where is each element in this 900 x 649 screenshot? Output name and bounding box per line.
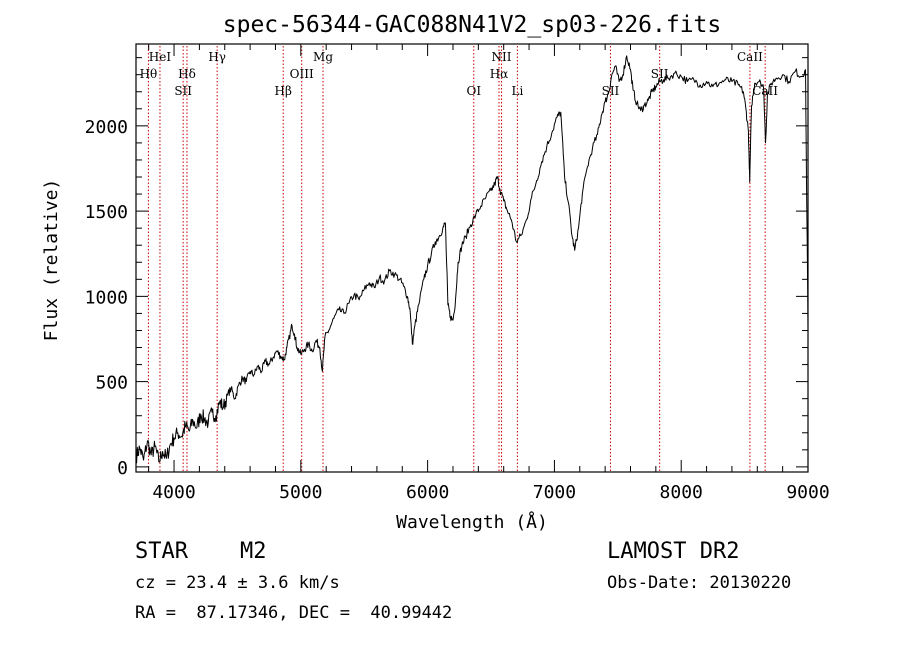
line-marker-label: Hα — [490, 67, 509, 81]
line-marker-label: HeI — [149, 50, 172, 64]
coordinates: RA = 87.17346, DEC = 40.99442 — [135, 603, 453, 623]
line-marker-label: Hθ — [140, 67, 158, 81]
line-marker-label: OI — [466, 84, 481, 98]
spectrum-series — [135, 55, 809, 464]
x-tick-label: 5000 — [279, 482, 322, 503]
redshift-velocity: cz = 23.4 ± 3.6 km/s — [135, 573, 340, 593]
line-marker-label: Hγ — [208, 50, 226, 64]
x-tick-label: 8000 — [660, 482, 703, 503]
line-marker-label: SII — [651, 67, 669, 81]
y-tick-label: 500 — [95, 373, 128, 394]
line-marker-label: OIII — [290, 67, 314, 81]
object-subclass: M2 — [240, 539, 267, 564]
line-marker-label: Hδ — [178, 67, 196, 81]
line-marker-label: SII — [602, 84, 620, 98]
x-axis-label: Wavelength (Å) — [396, 511, 548, 533]
line-marker-label: NII — [492, 50, 512, 64]
line-marker-label: Li — [511, 84, 523, 98]
line-marker-label: SII — [174, 84, 192, 98]
x-tick-label: 4000 — [152, 482, 195, 503]
line-marker-label: Mg — [313, 50, 333, 64]
line-marker-label: CaII — [737, 50, 763, 64]
y-tick-label: 2000 — [85, 117, 128, 138]
x-tick-label: 7000 — [533, 482, 576, 503]
object-class: STAR — [135, 539, 188, 564]
y-tick-label: 0 — [117, 458, 128, 479]
line-marker-label: CaII — [752, 84, 778, 98]
line-marker-label: Hβ — [275, 84, 292, 98]
spectrum-line — [135, 55, 809, 464]
x-tick-label: 9000 — [786, 482, 829, 503]
survey-name: LAMOST DR2 — [607, 539, 740, 564]
observation-date: Obs-Date: 20130220 — [607, 573, 792, 593]
chart-title: spec-56344-GAC088N41V2_sp03-226.fits — [223, 12, 722, 38]
y-axis-label: Flux (relative) — [41, 179, 62, 342]
y-tick-label: 1000 — [85, 287, 128, 308]
axes: 4000 5000 6000 7000 8000 9000 0 500 1000 1500 2000 — [85, 43, 830, 503]
x-tick-label: 6000 — [406, 482, 449, 503]
plot-frame — [135, 43, 809, 473]
y-tick-label: 1500 — [85, 202, 128, 223]
